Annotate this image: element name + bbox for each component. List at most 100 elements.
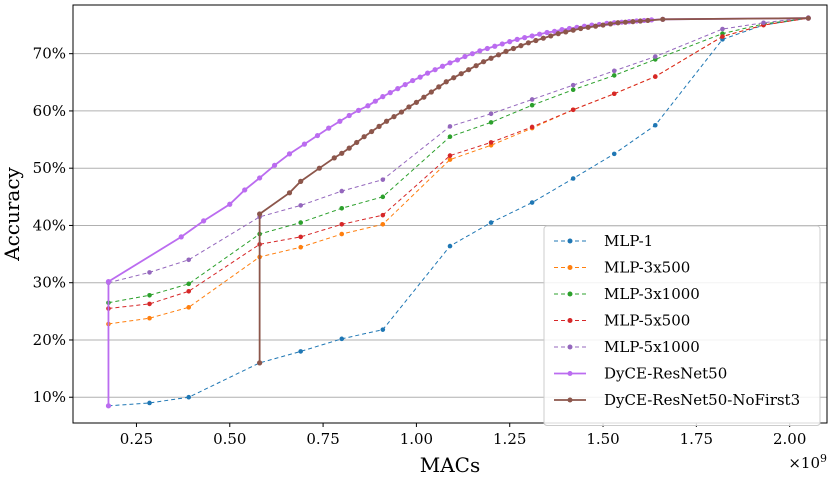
series-layer: [105, 15, 811, 409]
data-point: [298, 220, 303, 225]
data-point: [227, 201, 233, 207]
data-point: [372, 98, 378, 104]
y-tick-label: 30%: [33, 274, 66, 292]
data-point: [326, 125, 332, 131]
data-point: [544, 29, 550, 36]
data-point: [570, 82, 576, 88]
data-point: [454, 57, 461, 63]
data-point: [720, 34, 725, 39]
data-point: [354, 139, 360, 146]
data-point: [413, 99, 420, 105]
data-point: [720, 26, 725, 32]
data-point: [380, 212, 386, 218]
x-tick-label: 0.75: [306, 430, 339, 448]
data-point: [466, 67, 472, 73]
y-tick-label: 60%: [33, 102, 66, 120]
data-point: [518, 43, 524, 49]
data-point: [298, 178, 304, 184]
data-point: [529, 33, 535, 39]
y-axis-ticks: 10% 20% 30% 40% 50% 60% 70%: [33, 45, 73, 406]
data-point: [761, 20, 766, 26]
data-point: [257, 175, 263, 181]
data-point: [447, 157, 453, 162]
data-point: [380, 327, 386, 332]
data-point: [447, 124, 453, 129]
data-point: [660, 16, 666, 22]
data-point: [339, 222, 345, 227]
data-point: [257, 211, 263, 217]
data-point: [410, 77, 416, 84]
legend-entry: MLP-5x500: [554, 312, 690, 330]
data-point: [570, 107, 576, 113]
data-point: [488, 55, 494, 61]
data-point: [186, 281, 192, 287]
data-point: [361, 134, 367, 140]
data-point: [387, 90, 393, 96]
data-point: [257, 360, 263, 366]
data-point: [525, 40, 531, 46]
y-tick-label: 50%: [33, 159, 66, 177]
x-tick-label: 1.50: [586, 430, 619, 448]
legend-label: MLP-3x1000: [604, 285, 700, 303]
legend-entry: MLP-1: [554, 232, 653, 250]
data-point: [473, 63, 479, 69]
legend-label: DyCE-ResNet50: [604, 365, 727, 383]
legend-marker: [567, 397, 573, 403]
data-point: [495, 52, 502, 58]
data-point: [105, 403, 112, 409]
data-point: [298, 234, 303, 240]
legend-entry: MLP-3x500: [554, 259, 690, 277]
data-point: [510, 45, 517, 52]
data-point: [529, 124, 535, 130]
data-point: [298, 203, 303, 208]
data-point: [570, 27, 576, 33]
data-point: [652, 122, 658, 128]
data-point: [652, 74, 658, 79]
data-point: [611, 151, 617, 157]
data-point: [339, 205, 345, 211]
data-point: [443, 79, 449, 85]
data-point: [592, 23, 599, 29]
plot-frame: [72, 4, 828, 424]
data-point: [339, 150, 345, 156]
legend-marker: [567, 238, 573, 244]
series-line: [108, 17, 809, 407]
data-point: [380, 177, 386, 182]
data-point: [570, 176, 576, 181]
data-point: [805, 15, 811, 21]
data-point: [477, 48, 483, 54]
data-point: [314, 132, 321, 139]
data-point: [499, 41, 505, 47]
legend-marker: [567, 318, 573, 323]
data-point: [507, 39, 513, 45]
data-point: [406, 104, 412, 110]
data-point: [488, 220, 494, 225]
data-point: [346, 112, 352, 119]
legend-marker: [567, 291, 573, 297]
series-line: [108, 17, 809, 304]
data-point: [242, 187, 248, 193]
legend-marker: [567, 265, 573, 270]
legend-label: MLP-3x500: [604, 259, 690, 277]
data-point: [346, 145, 352, 151]
data-point: [428, 89, 434, 95]
data-point: [447, 134, 453, 139]
data-point: [503, 48, 509, 54]
data-point: [369, 128, 375, 135]
data-point: [462, 53, 468, 60]
legend-entry: MLP-3x1000: [554, 285, 700, 303]
data-point: [316, 165, 322, 171]
legend-label: MLP-5x500: [604, 312, 690, 330]
x-tick-label: 0.50: [213, 430, 246, 448]
data-point: [615, 20, 621, 26]
data-point: [432, 67, 438, 73]
data-point: [425, 70, 431, 76]
data-point: [417, 74, 423, 80]
data-point: [186, 257, 192, 263]
legend: MLP-1 MLP-3x500 MLP-3x1000 MLP-5x500 MLP-5x1…: [543, 225, 821, 426]
data-point: [607, 21, 614, 27]
series-line: [108, 17, 809, 284]
data-point: [514, 36, 520, 42]
data-point: [600, 22, 606, 28]
